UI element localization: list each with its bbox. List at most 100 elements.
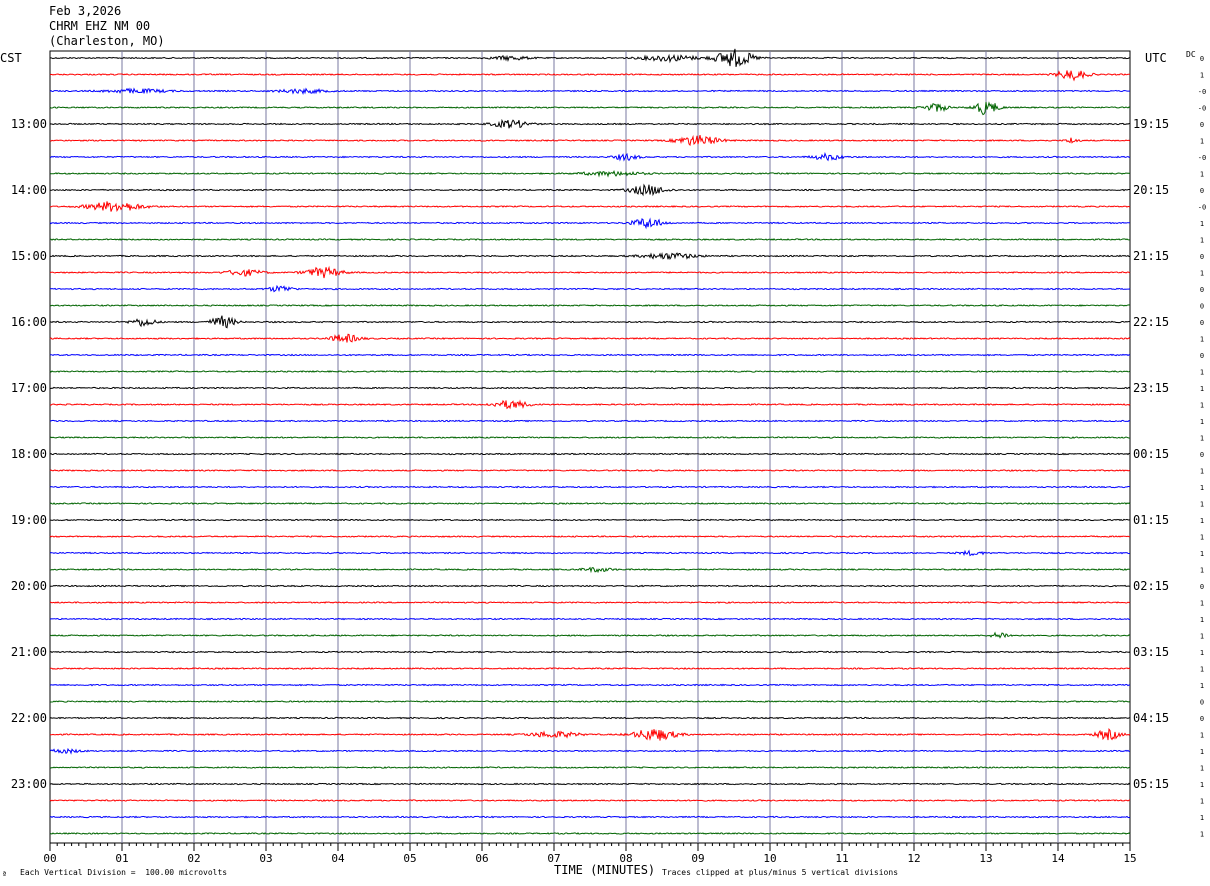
trace-row xyxy=(49,799,1131,802)
dc-value: 1 xyxy=(1200,732,1204,740)
x-tick-label: 11 xyxy=(835,852,848,865)
trace-row xyxy=(49,48,1131,68)
dc-value: 1 xyxy=(1200,418,1204,426)
trace-row xyxy=(50,252,1131,261)
x-tick-label: 05 xyxy=(403,852,416,865)
dc-value: 1 xyxy=(1200,567,1204,575)
trace-row xyxy=(49,201,1131,213)
dc-value: 0 xyxy=(1200,583,1204,591)
trace-row xyxy=(49,304,1131,307)
trace-row xyxy=(49,419,1131,423)
left-hour-label: 22:00 xyxy=(11,711,47,725)
left-hour-label: 13:00 xyxy=(11,117,47,131)
dc-value: 1 xyxy=(1200,616,1204,624)
right-hour-label: 22:15 xyxy=(1133,315,1169,329)
dc-value: 0 xyxy=(1200,187,1204,195)
dc-value: 0 xyxy=(1200,303,1204,311)
trace-row xyxy=(49,469,1131,472)
left-hour-label: 23:00 xyxy=(11,777,47,791)
trace-row xyxy=(49,152,1131,162)
x-tick-label: 08 xyxy=(619,852,632,865)
trace-row xyxy=(49,265,1131,279)
trace-row xyxy=(49,683,1131,687)
trace-row xyxy=(49,584,1131,588)
dc-value: 1 xyxy=(1200,501,1204,509)
trace-row xyxy=(49,284,1131,293)
trace-row xyxy=(49,370,1131,373)
dc-value: 1 xyxy=(1200,831,1204,839)
x-tick-label: 14 xyxy=(1051,852,1065,865)
right-hour-label: 00:15 xyxy=(1133,447,1169,461)
left-hour-label: 18:00 xyxy=(11,447,47,461)
x-tick-label: 06 xyxy=(475,852,488,865)
trace-row xyxy=(49,667,1131,670)
dc-value: 0 xyxy=(1200,253,1204,261)
right-hour-label: 02:15 xyxy=(1133,579,1169,593)
x-tick-label: 00 xyxy=(43,852,56,865)
trace-row xyxy=(49,502,1131,505)
trace-row xyxy=(49,617,1131,621)
dc-value: 1 xyxy=(1200,666,1204,674)
x-tick-label: 04 xyxy=(331,852,345,865)
x-tick-label: 03 xyxy=(259,852,272,865)
dc-value: 1 xyxy=(1200,402,1204,410)
dc-value: 1 xyxy=(1200,765,1204,773)
trace-row xyxy=(49,716,1131,720)
trace-row xyxy=(49,727,1131,741)
dc-value: -0 xyxy=(1198,105,1206,113)
trace-row xyxy=(49,782,1131,786)
x-tick-label: 13 xyxy=(979,852,992,865)
dc-value: 0 xyxy=(1200,352,1204,360)
x-axis-title: TIME (MINUTES) xyxy=(554,863,656,877)
dc-value: 1 xyxy=(1200,270,1204,278)
left-hour-label: 19:00 xyxy=(11,513,47,527)
trace-row xyxy=(49,217,1131,230)
x-tick-label: 01 xyxy=(115,852,128,865)
dc-value: 1 xyxy=(1200,633,1204,641)
x-tick-label: 12 xyxy=(907,852,920,865)
dc-value: 1 xyxy=(1200,550,1204,558)
trace-row xyxy=(49,169,1131,178)
vertical-division-note: Each Vertical Division = 100.00 microvol… xyxy=(20,868,228,877)
dc-value: 1 xyxy=(1200,468,1204,476)
station-location: (Charleston, MO) xyxy=(49,34,165,48)
trace-row xyxy=(49,766,1131,769)
trace-row xyxy=(49,549,1130,557)
trace-row xyxy=(49,134,1131,147)
dc-value: 0 xyxy=(1200,286,1204,294)
trace-row xyxy=(49,118,1131,129)
clip-note: Traces clipped at plus/minus 5 vertical … xyxy=(662,868,899,877)
dc-value: 0 xyxy=(1200,451,1204,459)
trace-row xyxy=(49,101,1131,116)
dc-value: 1 xyxy=(1200,171,1204,179)
right-hour-label: 04:15 xyxy=(1133,711,1169,725)
dc-value: 1 xyxy=(1200,649,1204,657)
trace-row xyxy=(49,183,1130,197)
right-hour-label: 19:15 xyxy=(1133,117,1169,131)
x-tick-label: 15 xyxy=(1123,852,1136,865)
right-hour-label: 21:15 xyxy=(1133,249,1169,263)
left-hour-label: 16:00 xyxy=(11,315,47,329)
left-hour-label: 21:00 xyxy=(11,645,47,659)
dc-value: 0 xyxy=(1200,121,1204,129)
dc-value: 1 xyxy=(1200,781,1204,789)
trace-row xyxy=(49,566,1130,574)
trace-row xyxy=(49,485,1131,489)
dc-value: 1 xyxy=(1200,534,1204,542)
trace-row xyxy=(49,535,1130,538)
trace-row xyxy=(49,386,1131,390)
dc-value: 1 xyxy=(1200,336,1204,344)
trace-row xyxy=(49,747,1130,755)
x-tick-label: 02 xyxy=(187,852,200,865)
trace-row xyxy=(49,452,1131,456)
trace-row xyxy=(49,601,1131,604)
left-hour-label: 14:00 xyxy=(11,183,47,197)
dc-value: 0 xyxy=(1200,699,1204,707)
trace-row xyxy=(49,650,1131,654)
x-tick-label: 09 xyxy=(691,852,704,865)
dc-value: -0 xyxy=(1198,204,1206,212)
trace-row xyxy=(49,238,1130,241)
dc-value: 1 xyxy=(1200,814,1204,822)
trace-row xyxy=(49,832,1131,835)
